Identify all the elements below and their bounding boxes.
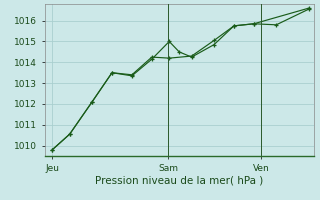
X-axis label: Pression niveau de la mer( hPa ): Pression niveau de la mer( hPa ) (95, 175, 263, 185)
